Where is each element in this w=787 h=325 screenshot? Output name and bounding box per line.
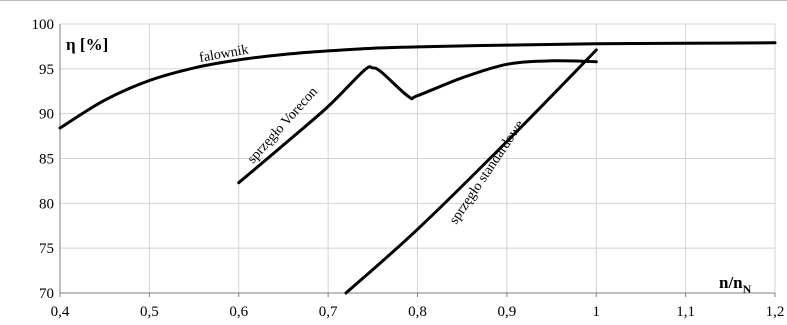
x-tick-label: 0,5 bbox=[140, 304, 159, 320]
series-label-standardowe: sprzęgło standardowe bbox=[447, 118, 527, 227]
x-tick-label: 0,8 bbox=[408, 304, 427, 320]
series-line-standardowe bbox=[344, 48, 598, 295]
y-tick-label: 95 bbox=[39, 62, 54, 78]
x-tick-label: 0,7 bbox=[319, 304, 338, 320]
x-tick-label: 0,9 bbox=[498, 304, 517, 320]
series-label-vorecon: sprzęgło Vorecon bbox=[245, 84, 321, 166]
series-line-falownik bbox=[58, 41, 777, 130]
y-tick-label: 80 bbox=[39, 196, 54, 212]
x-axis-title-subscript: N bbox=[743, 282, 752, 296]
y-tick-label: 90 bbox=[39, 107, 54, 123]
series-lines bbox=[58, 41, 777, 295]
y-tick-label: 70 bbox=[39, 286, 54, 302]
x-tick-label: 1 bbox=[593, 304, 601, 320]
grid bbox=[60, 23, 776, 293]
tick-labels: 0,4 0,5 0,6 0,7 0,8 0,9 1 1,1 1,2 70 75 80 85 90 95 100 bbox=[32, 17, 785, 320]
x-tick-label: 1,2 bbox=[766, 304, 785, 320]
x-tick-label: 0,6 bbox=[229, 304, 248, 320]
y-tick-label: 85 bbox=[39, 152, 54, 168]
x-axis-title: n/nN bbox=[719, 273, 752, 296]
y-tick-label: 100 bbox=[32, 17, 55, 33]
x-axis-title-main: n/n bbox=[719, 273, 743, 292]
axes bbox=[59, 24, 776, 297]
y-tick-label: 75 bbox=[39, 241, 54, 257]
y-axis-title: η [%] bbox=[66, 35, 108, 54]
series-line-vorecon bbox=[237, 59, 598, 185]
x-tick-label: 1,1 bbox=[676, 304, 695, 320]
x-tick-label: 0,4 bbox=[51, 304, 70, 320]
